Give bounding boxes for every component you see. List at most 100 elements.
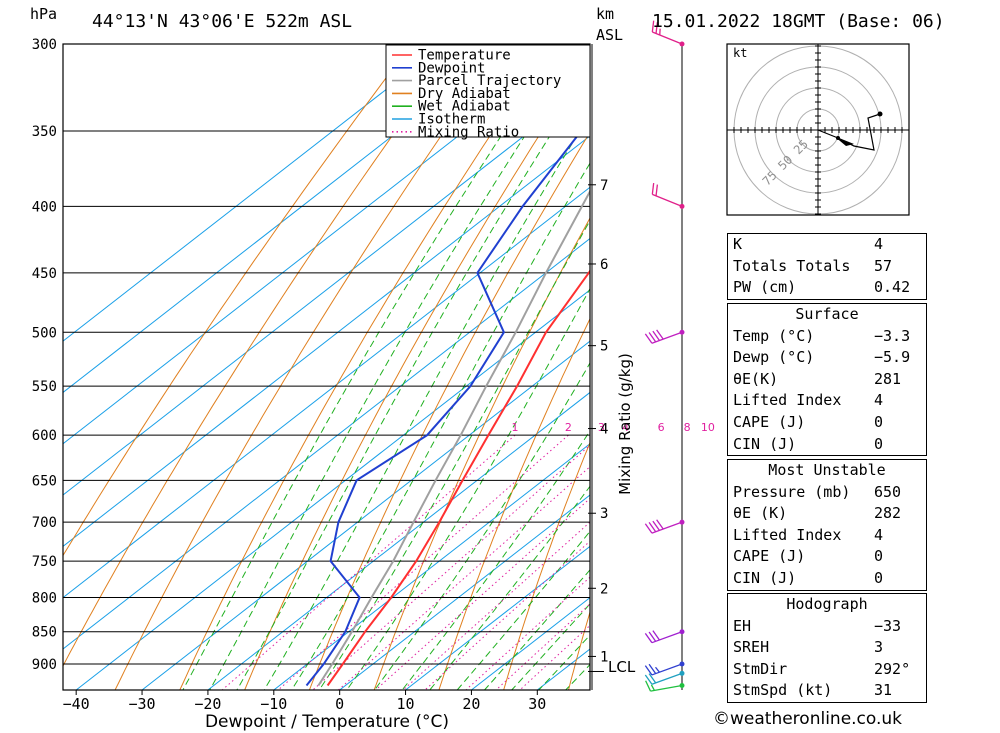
legend-label: Isotherm — [418, 112, 485, 128]
wet-adiabat-line — [373, 361, 590, 690]
pressure-tick-label: 850 — [32, 625, 57, 641]
mixing-ratio-label: 2 — [565, 421, 572, 434]
wind-barb-flag — [644, 633, 653, 644]
mixing-ratio-label: 4 — [622, 421, 629, 434]
wind-barb-staff — [650, 684, 683, 692]
most-unstable-table: Most Unstable Pressure (mb) 650 θE (K) 282… — [727, 459, 927, 591]
wet-adiabat-line — [346, 287, 590, 690]
totals-row: Totals Totals 57 — [728, 256, 926, 278]
wind-barb-flag — [651, 182, 655, 195]
wet-adiabat-line — [483, 569, 590, 690]
mixing-ratio-axis-title: Mixing Ratio (g/kg) — [616, 353, 634, 495]
wind-barb-flag — [644, 674, 653, 685]
stmdir-label: StmDir — [733, 659, 788, 678]
dry-adiabat-line — [438, 317, 590, 690]
isotherm-line — [63, 135, 590, 547]
dry-adiabat-line — [114, 44, 506, 690]
km-tick-label: 3 — [600, 506, 608, 522]
surface-cin-value: 0 — [874, 434, 884, 453]
wind-barb-flag — [652, 630, 660, 641]
surface-cape-label: CAPE (J) — [733, 412, 806, 431]
legend-label: Dry Adiabat — [418, 86, 511, 102]
pw-label: PW (cm) — [733, 278, 797, 297]
surface-li-value: 4 — [874, 391, 884, 410]
mu-thetae-value: 282 — [874, 504, 902, 523]
mu-li-value: 4 — [874, 525, 884, 544]
km-tick-label: 7 — [600, 178, 608, 194]
stmspd-label: StmSpd (kt) — [733, 681, 833, 700]
dry-adiabat-line — [503, 441, 590, 690]
wind-barb — [644, 329, 685, 344]
plot-frame — [62, 43, 591, 691]
km-tick-label: 5 — [600, 339, 608, 355]
wind-barb-flag — [651, 20, 655, 33]
wind-barb-flag — [652, 330, 660, 341]
wind-barb-flag — [648, 522, 657, 533]
wind-barb — [651, 20, 685, 47]
wind-barb-staff — [651, 331, 683, 344]
surface-temp-row: Temp (°C) −3.3 — [728, 326, 926, 348]
footer-credit[interactable]: ©weatheronline.co.uk — [713, 709, 903, 729]
surface-title: Surface — [795, 305, 859, 323]
legend-box — [385, 44, 591, 138]
most-unstable-title: Most Unstable — [768, 461, 886, 479]
surface-thetae-row: θE(K) 281 — [728, 369, 926, 391]
temp-tick-label: 10 — [397, 695, 415, 713]
surface-li-row: Lifted Index 4 — [728, 390, 926, 412]
mixing-ratio-line — [312, 444, 590, 690]
legend-label: Dewpoint — [418, 60, 485, 76]
mu-pressure-row: Pressure (mb) 650 — [728, 482, 926, 504]
pressure-tick-label: 450 — [32, 266, 57, 282]
wind-barb — [644, 519, 685, 534]
k-index-label: K — [733, 235, 743, 253]
mu-pressure-value: 650 — [874, 482, 902, 501]
eh-label: EH — [733, 616, 752, 635]
dry-adiabat-line — [63, 44, 459, 667]
surface-cape-row: CAPE (J) 0 — [728, 412, 926, 434]
pressure-tick-label: 500 — [32, 325, 57, 341]
mu-cape-label: CAPE (J) — [733, 547, 806, 566]
surface-cape-value: 0 — [874, 412, 884, 431]
mu-li-row: Lifted Index 4 — [728, 525, 926, 547]
header-datetime: 15.01.2022 18GMT (Base: 06) — [652, 11, 945, 32]
temp-tick-label: 0 — [335, 695, 344, 713]
wind-barb-staff — [651, 521, 683, 534]
sreh-value: 3 — [874, 638, 884, 657]
temp-tick-label: −10 — [260, 695, 287, 713]
pressure-tick-label: 300 — [32, 37, 57, 53]
wind-barb-half-flag — [655, 666, 660, 673]
surface-dewp-row: Dewp (°C) −5.9 — [728, 347, 926, 369]
wet-adiabat-line — [236, 72, 590, 690]
wind-barb-flag — [645, 680, 652, 692]
mu-cape-row: CAPE (J) 0 — [728, 546, 926, 568]
totals-label: Totals Totals — [733, 256, 851, 275]
km-tick-label: 2 — [600, 581, 608, 597]
surface-thetae-value: 281 — [874, 369, 902, 388]
asl-unit-label: ASL — [596, 26, 623, 44]
wet-adiabat-line — [318, 219, 590, 690]
eh-value: −33 — [874, 616, 902, 635]
hodograph-end-dot — [877, 111, 883, 117]
pressure-tick-label: 750 — [32, 554, 57, 570]
hodograph-trace — [817, 113, 881, 151]
surface-thetae-label: θE(K) — [733, 369, 779, 388]
km-tick-label: 4 — [600, 422, 608, 438]
mixing-ratio-line — [337, 465, 590, 690]
mixing-ratio-line — [402, 521, 590, 690]
mixing-ratio-label: 6 — [658, 421, 665, 434]
wind-barb — [644, 629, 685, 644]
wind-barb-flag — [655, 22, 659, 34]
profile-parcel-trajectory — [317, 189, 590, 687]
isotherm-line — [405, 545, 590, 690]
wind-barb — [644, 661, 685, 676]
mixing-ratio-label: 3 — [598, 421, 605, 434]
pressure-tick-label: 900 — [32, 657, 57, 673]
hodograph-stats-table: Hodograph EH −33 SREH 3 StmDir 292° StmSpd … — [727, 593, 927, 703]
mu-li-label: Lifted Index — [733, 525, 842, 544]
isotherm-line — [63, 83, 590, 496]
pressure-tick-label: 700 — [32, 515, 57, 531]
isotherm-line — [273, 443, 590, 690]
wind-barb-staff — [651, 631, 683, 644]
wind-barb-flag — [644, 333, 653, 344]
